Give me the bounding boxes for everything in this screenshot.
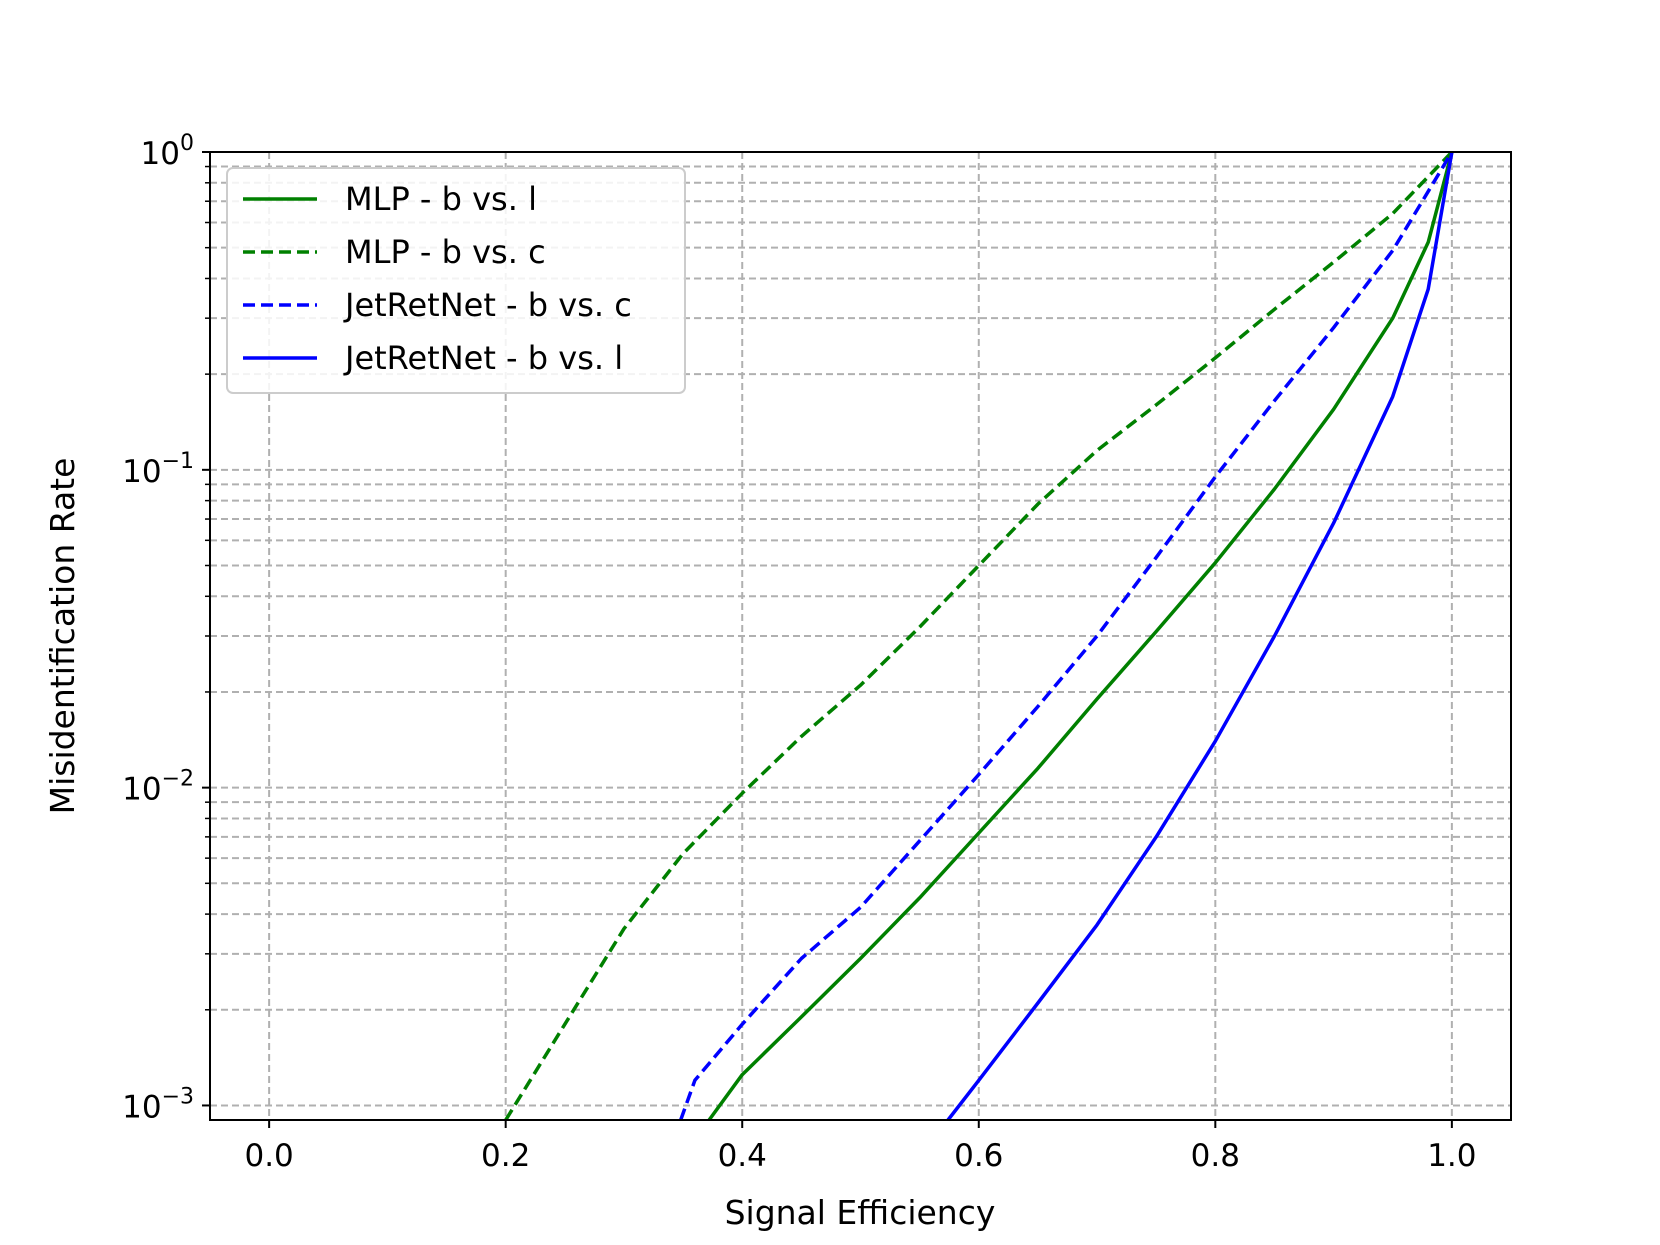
- legend-label: MLP - b vs. c: [345, 233, 546, 271]
- x-tick-label: 0.6: [954, 1138, 1003, 1174]
- y-tick-label: 10−1: [122, 449, 194, 490]
- y-tick-label: 10−3: [122, 1084, 194, 1125]
- legend-box: [226, 167, 686, 394]
- series-line-4: [946, 151, 1454, 1122]
- series-line-3: [679, 151, 1454, 1121]
- x-axis-label: Signal Efficiency: [725, 1193, 996, 1232]
- y-axis-label: Misidentification Rate: [43, 458, 82, 815]
- legend-label: JetRetNet - b vs. l: [343, 339, 623, 377]
- y-axis-ticks: 100 10−1 10−2 10−3: [122, 131, 210, 1125]
- x-tick-label: 0.8: [1191, 1138, 1240, 1174]
- x-tick-label: 0.4: [718, 1138, 767, 1174]
- x-tick-label: 0.2: [481, 1138, 530, 1174]
- series-line-2: [504, 150, 1454, 1121]
- legend-label: JetRetNet - b vs. c: [343, 286, 632, 324]
- series-lines: [504, 150, 1454, 1122]
- x-tick-label: 1.0: [1427, 1138, 1476, 1174]
- series-line-1: [707, 151, 1454, 1122]
- legend: MLP - b vs. l MLP - b vs. c JetRetNet - b …: [226, 167, 686, 394]
- x-tick-label: 0.0: [244, 1138, 293, 1174]
- y-tick-label: 10−2: [122, 767, 194, 808]
- legend-label: MLP - b vs. l: [345, 180, 537, 218]
- x-axis-ticks: 0.0 0.2 0.4 0.6 0.8 1.0: [244, 1120, 1477, 1174]
- y-tick-label: 100: [141, 131, 194, 172]
